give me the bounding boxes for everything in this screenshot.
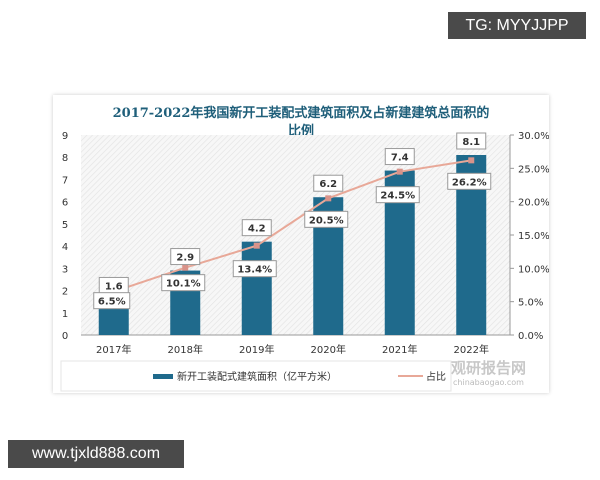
y-right-tick-label: 5.0% bbox=[518, 298, 543, 309]
ratio-marker bbox=[182, 264, 189, 271]
watermark-top-right: TG: MYYJJPP bbox=[448, 12, 586, 39]
bar-data-label: 8.1 bbox=[462, 137, 480, 148]
ratio-data-label: 6.5% bbox=[98, 297, 126, 308]
bar bbox=[241, 241, 272, 335]
legend-line-label: 占比 bbox=[426, 370, 446, 383]
ratio-data-label-box bbox=[447, 172, 492, 190]
ratio-marker bbox=[325, 195, 332, 202]
ratio-data-label-box bbox=[375, 186, 420, 204]
y-left-tick-label: 0 bbox=[62, 331, 68, 342]
legend-bar-label: 新开工装配式建筑面积（亿平方米） bbox=[177, 370, 337, 383]
ratio-data-label: 10.1% bbox=[166, 279, 201, 290]
ratio-data-label-box bbox=[93, 292, 131, 310]
y-right-tick-label: 30.0% bbox=[518, 131, 549, 142]
y-left-tick-label: 5 bbox=[62, 220, 68, 231]
chart-title-line1: 2017-2022年我国新开工装配式建筑面积及占新建建筑总面积的 bbox=[113, 105, 490, 121]
y-left-tick-label: 3 bbox=[62, 264, 68, 275]
ratio-data-label-box bbox=[161, 274, 206, 292]
bar-data-label: 4.2 bbox=[248, 224, 266, 235]
y-left-tick-label: 4 bbox=[62, 242, 68, 253]
y-left-tick-label: 9 bbox=[62, 131, 68, 142]
y-right-tick-label: 0.0% bbox=[518, 331, 543, 342]
chart: 2017-2022年我国新开工装配式建筑面积及占新建建筑总面积的 比例 0123… bbox=[60, 105, 549, 392]
bar-data-label: 7.4 bbox=[391, 153, 409, 164]
ratio-marker bbox=[468, 157, 475, 164]
bar-data-label: 1.6 bbox=[105, 281, 123, 292]
ratio-line bbox=[113, 159, 472, 293]
bar-data-label-box bbox=[241, 219, 272, 237]
y-left-tick-label: 2 bbox=[62, 287, 68, 298]
x-tick-label: 2020年 bbox=[311, 343, 346, 356]
logo-en: chinabaogao.com bbox=[453, 378, 524, 387]
ratio-data-label: 26.2% bbox=[452, 177, 487, 188]
x-tick-label: 2021年 bbox=[382, 343, 417, 356]
bar-data-label: 6.2 bbox=[319, 179, 337, 190]
bar-data-label-box bbox=[384, 148, 415, 166]
bar-data-label-box bbox=[313, 174, 344, 192]
x-tick-label: 2017年 bbox=[96, 343, 131, 356]
ratio-data-label: 20.5% bbox=[309, 215, 344, 226]
ratio-data-label-box bbox=[304, 210, 349, 228]
y-left-tick-label: 6 bbox=[62, 198, 68, 209]
legend-bar-swatch bbox=[153, 374, 173, 379]
bar-data-label: 2.9 bbox=[176, 253, 194, 264]
legend: 新开工装配式建筑面积（亿平方米） 占比 bbox=[60, 360, 452, 392]
bar-data-label-box bbox=[170, 248, 201, 266]
plot-background bbox=[81, 135, 510, 335]
y-left-tick-label: 8 bbox=[62, 153, 68, 164]
y-right-tick-label: 20.0% bbox=[518, 198, 549, 209]
ratio-marker bbox=[396, 168, 403, 175]
ratio-data-label: 24.5% bbox=[380, 191, 415, 202]
ratio-data-label-box bbox=[232, 260, 277, 278]
y-right-tick-label: 15.0% bbox=[518, 231, 549, 242]
x-tick-label: 2018年 bbox=[168, 343, 203, 356]
ratio-marker bbox=[253, 242, 260, 249]
y-left-tick-label: 7 bbox=[62, 175, 68, 186]
bar-data-label-box bbox=[456, 132, 487, 150]
y-left-tick-label: 1 bbox=[62, 309, 68, 320]
x-tick-label: 2019年 bbox=[239, 343, 274, 356]
ratio-data-label: 13.4% bbox=[237, 265, 272, 276]
y-right-tick-label: 10.0% bbox=[518, 264, 549, 275]
logo-cn: 观研报告网 bbox=[451, 359, 526, 377]
y-right-tick-label: 25.0% bbox=[518, 164, 549, 175]
x-tick-label: 2022年 bbox=[454, 343, 489, 356]
watermark-bottom-left: www.tjxld888.com bbox=[8, 440, 184, 468]
